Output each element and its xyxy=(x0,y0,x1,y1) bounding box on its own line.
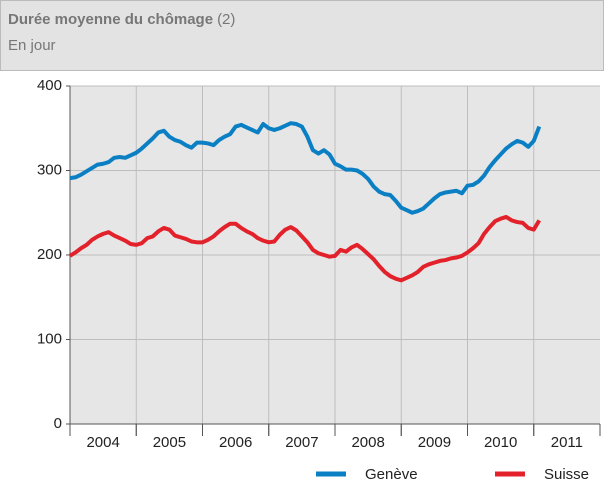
legend-label: Suisse xyxy=(544,466,589,483)
x-tick-label: 2009 xyxy=(418,434,451,451)
x-tick-label: 2011 xyxy=(551,434,583,451)
title-main: Durée moyenne du chômage xyxy=(8,11,213,28)
x-tick-label: 2007 xyxy=(285,434,318,451)
y-tick-label: 400 xyxy=(37,77,62,94)
x-tick-label: 2005 xyxy=(153,434,186,451)
y-tick-label: 300 xyxy=(37,161,62,178)
x-tick-label: 2006 xyxy=(219,434,252,451)
header-box xyxy=(0,0,604,71)
chart-subtitle: En jour xyxy=(8,37,56,54)
legend-label: Genève xyxy=(365,466,418,483)
title-note: (2) xyxy=(217,11,235,28)
chart-title: Durée moyenne du chômage (2) xyxy=(8,11,235,28)
y-tick-label: 0 xyxy=(54,415,62,432)
y-tick-label: 100 xyxy=(37,330,62,347)
y-tick-label: 200 xyxy=(37,246,62,263)
line-series xyxy=(69,121,542,215)
line-series xyxy=(68,214,541,283)
x-tick-label: 2004 xyxy=(86,434,119,451)
x-tick-label: 2008 xyxy=(351,434,384,451)
x-tick-label: 2010 xyxy=(484,434,517,451)
